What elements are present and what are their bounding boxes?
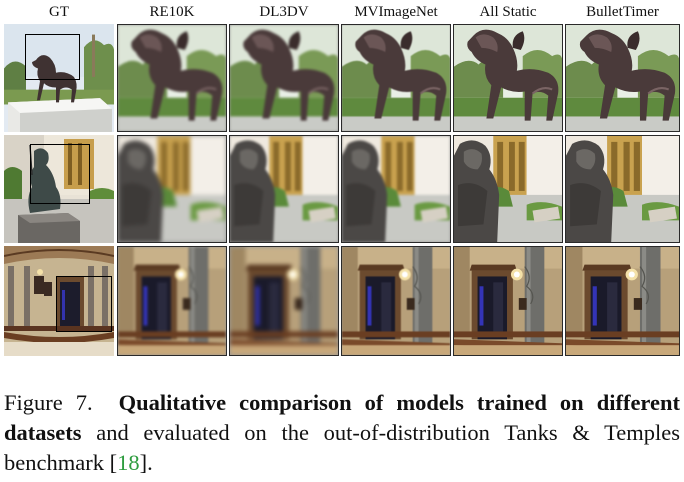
caption-text: and evaluated on the out-of-distribution… [4,420,680,475]
bullettimer-image-horse-statue [565,24,680,132]
gt-image-horse-statue [4,24,114,132]
bullettimer-image-rotunda-doorway [565,246,680,356]
gt-image-seated-statue [4,135,114,243]
crop-box [25,34,80,80]
caption-prefix: Figure 7. [4,390,93,415]
caption-cite-close: ]. [139,450,153,475]
caption-bold-title: Qualitative comparison of models trained… [4,390,680,445]
crop-box [56,276,112,332]
mvimagenet-image-horse-statue [341,24,451,132]
column-header-all-static: All Static [479,4,537,20]
mvimagenet-image-rotunda-doorway [341,246,451,356]
column-header-gt: GT [49,4,69,20]
re10k-image-rotunda-doorway [117,246,227,356]
dl3dv-image-horse-statue [229,24,339,132]
re10k-image-seated-statue [117,135,227,243]
gt-image-rotunda-doorway [4,246,114,356]
all-static-image-seated-statue [453,135,563,243]
crop-box [30,144,90,204]
column-header-re10k: RE10K [149,4,195,20]
column-header-bullettimer: BulletTimer [586,4,659,20]
caption-cite-open: [ [109,450,118,475]
column-header-dl3dv: DL3DV [259,4,309,20]
caption-citation-link[interactable]: 18 [117,450,140,475]
bullettimer-image-seated-statue [565,135,680,243]
all-static-image-rotunda-doorway [453,246,563,356]
all-static-image-horse-statue [453,24,563,132]
figure-caption: Figure 7. Qualitative comparison of mode… [4,388,680,478]
column-header-mvimagenet: MVImageNet [354,4,438,20]
re10k-image-horse-statue [117,24,227,132]
dl3dv-image-seated-statue [229,135,339,243]
mvimagenet-image-seated-statue [341,135,451,243]
dl3dv-image-rotunda-doorway [229,246,339,356]
